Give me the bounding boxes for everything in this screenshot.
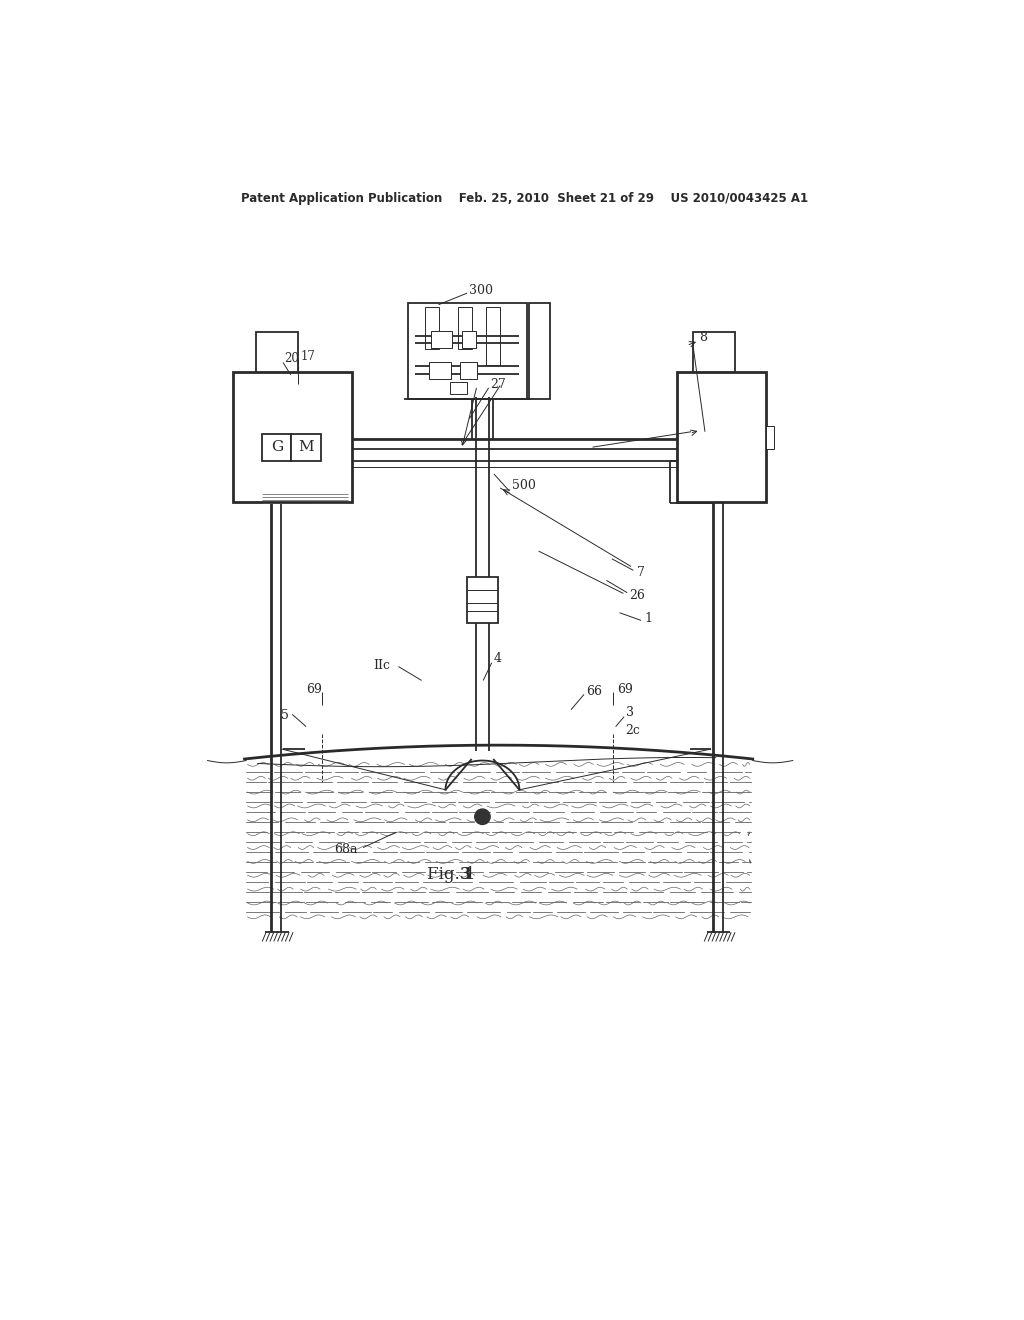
Text: 500: 500 [512, 479, 536, 492]
Text: G: G [270, 440, 283, 454]
Bar [711, 339, 724, 350]
Bar [408, 304, 527, 400]
Text: 2c: 2c [626, 723, 641, 737]
Text: 66: 66 [587, 685, 602, 698]
Text: 26: 26 [630, 589, 645, 602]
Text: 69: 69 [617, 684, 633, 696]
Text: 1: 1 [645, 612, 653, 626]
Bar [462, 331, 475, 348]
Text: 7: 7 [637, 566, 645, 579]
Bar [256, 333, 298, 372]
Text: 3: 3 [460, 866, 472, 883]
Bar [458, 308, 472, 350]
Bar [425, 308, 438, 350]
Bar [692, 333, 735, 372]
Bar [262, 434, 292, 461]
Bar [467, 577, 498, 623]
Text: IIc: IIc [373, 659, 390, 672]
Bar [292, 434, 321, 461]
Bar [268, 339, 283, 350]
Text: 5: 5 [281, 709, 289, 722]
Bar [233, 372, 352, 502]
Text: 69: 69 [306, 684, 322, 696]
Bar [528, 304, 550, 400]
Bar [429, 362, 451, 379]
Text: 27: 27 [490, 378, 506, 391]
Text: Patent Application Publication    Feb. 25, 2010  Sheet 21 of 29    US 2010/00434: Patent Application Publication Feb. 25, … [242, 191, 808, 205]
Bar [431, 331, 453, 348]
Bar [677, 372, 766, 502]
Text: 3: 3 [626, 706, 634, 719]
Text: 4: 4 [494, 652, 502, 665]
Text: 20: 20 [285, 352, 299, 366]
Text: 17: 17 [301, 350, 315, 363]
Text: 300: 300 [469, 284, 494, 297]
Text: Fig. 1: Fig. 1 [427, 866, 475, 883]
Text: 8: 8 [698, 331, 707, 345]
Bar [451, 381, 467, 395]
Text: 68a: 68a [335, 843, 358, 857]
Bar [766, 426, 773, 450]
Text: M: M [298, 440, 314, 454]
Circle shape [475, 809, 490, 825]
Bar [460, 362, 477, 379]
Bar [486, 308, 500, 364]
